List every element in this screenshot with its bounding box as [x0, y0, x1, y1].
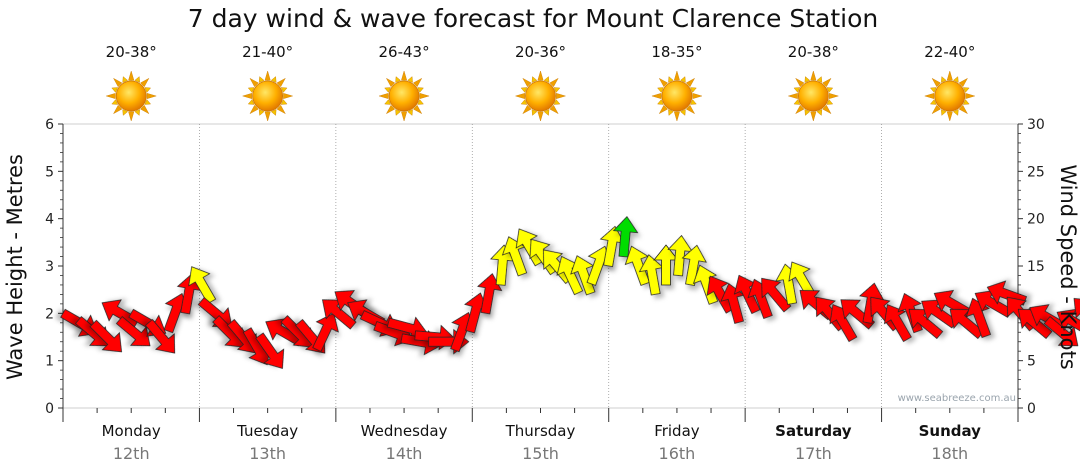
day-date: 16th: [659, 444, 696, 463]
sun-icon: [378, 70, 430, 122]
day-temp-range: 20-38°: [788, 43, 839, 61]
left-tick-label: 0: [45, 401, 54, 417]
wind-arrow: [515, 228, 544, 267]
sun-icon: [241, 70, 294, 122]
right-tick-label: 15: [1027, 259, 1045, 275]
day-date: 18th: [931, 444, 968, 463]
day-temp-range: 20-36°: [515, 43, 566, 61]
day-date: 17th: [795, 444, 832, 463]
sun-icon: [651, 70, 703, 122]
wind-arrow: [89, 319, 123, 353]
wind-arrow: [761, 277, 792, 313]
right-tick-label: 5: [1027, 354, 1036, 370]
left-tick-label: 4: [45, 212, 54, 228]
wind-arrow: [1073, 297, 1080, 331]
wind-arrow: [101, 299, 140, 328]
wind-arrow: [681, 244, 707, 286]
right-tick-label: 25: [1027, 164, 1045, 180]
left-tick-label: 3: [45, 259, 54, 275]
sun-icon: [787, 70, 840, 122]
day-name: Wednesday: [361, 422, 448, 440]
wind-arrow: [570, 255, 596, 296]
left-tick-label: 5: [45, 164, 54, 180]
wind-arrow: [477, 273, 503, 315]
wind-arrow: [144, 318, 176, 354]
right-tick-label: 0: [1027, 401, 1036, 417]
day-date: 15th: [522, 444, 559, 463]
wind-arrow: [624, 245, 650, 286]
sun-icon: [924, 70, 976, 122]
wind-arrow: [612, 216, 639, 258]
wind-arrow: [501, 236, 528, 277]
day-date: 14th: [386, 444, 423, 463]
wind-arrow: [312, 312, 339, 352]
right-axis: 051015202530: [1017, 117, 1045, 417]
day-temp-range: 18-35°: [651, 43, 702, 61]
day-name: Sunday: [919, 422, 982, 440]
right-axis-label: Wind Speed - Knots: [1056, 164, 1080, 369]
day-temp-range: 20-38°: [106, 43, 157, 61]
wind-arrow: [692, 264, 719, 305]
left-tick-label: 1: [45, 354, 54, 370]
left-axis-label: Wave Height - Metres: [3, 154, 27, 380]
left-axis: 0 1 2 3 4 5 6: [45, 117, 1019, 422]
chart-title: 7 day wind & wave forecast for Mount Cla…: [188, 4, 878, 33]
left-tick-label: 6: [45, 117, 54, 133]
day-name: Monday: [102, 422, 161, 440]
wind-arrow: [188, 266, 217, 305]
day-temp-range: 26-43°: [379, 43, 430, 61]
grid-lines: [199, 124, 882, 408]
wind-arrows: [60, 216, 1080, 369]
day-temp-range: 21-40°: [242, 43, 293, 61]
wind-arrow: [115, 316, 151, 347]
day-labels: Monday 12th Tuesday 13th Wednesday 14th Thursd…: [102, 422, 982, 463]
wind-arrow: [883, 304, 912, 343]
wind-arrow: [965, 297, 992, 339]
day-date: 13th: [249, 444, 286, 463]
sun-icon: [514, 70, 567, 122]
right-tick-label: 30: [1027, 117, 1045, 133]
day-name: Thursday: [505, 422, 576, 440]
wind-arrow: [706, 275, 735, 314]
daily-weather-row: 20-38° 21-40° 26-43° 20-36° 18-35° 20-38° 22-4…: [105, 43, 976, 122]
wind-arrow: [255, 332, 285, 369]
day-name: Tuesday: [236, 422, 298, 440]
day-name: Friday: [654, 422, 700, 440]
watermark: www.seabreeze.com.au: [898, 393, 1016, 404]
day-name: Saturday: [775, 422, 852, 440]
sun-icon: [105, 70, 157, 122]
day-date: 12th: [113, 444, 150, 463]
left-tick-label: 2: [45, 306, 54, 322]
right-tick-label: 20: [1027, 212, 1045, 228]
day-temp-range: 22-40°: [924, 43, 975, 61]
wind-arrow: [1043, 316, 1079, 347]
